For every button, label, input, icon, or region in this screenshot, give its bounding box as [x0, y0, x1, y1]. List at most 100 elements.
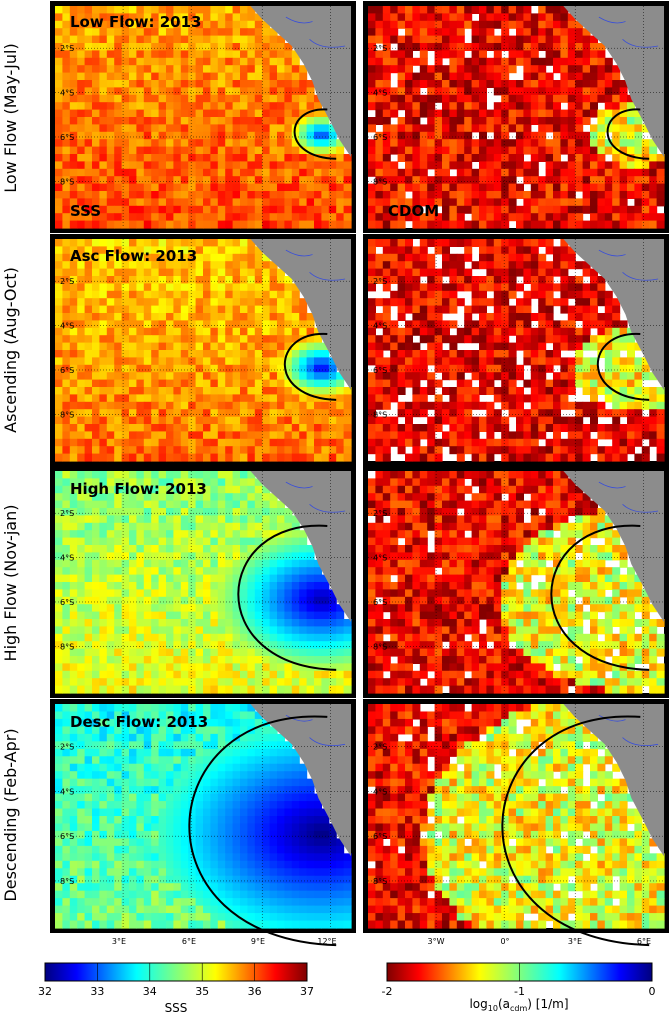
plume-contour — [550, 524, 650, 671]
y-tick-label: 8°S — [60, 410, 74, 419]
map-panels — [50, 1, 669, 947]
plume-contour — [606, 108, 650, 160]
y-tick-label: 4°S — [60, 554, 74, 563]
panel-title-low-flow: Low Flow: 2013 — [70, 13, 201, 31]
river-lines — [598, 714, 659, 746]
row-label-ascending: Ascending (Aug-Oct) — [1, 267, 20, 433]
panel-may-jul-sss — [50, 1, 356, 233]
data-cells — [368, 6, 665, 229]
data-cells — [368, 239, 665, 462]
y-tick-label: 4°S — [60, 787, 74, 796]
grid-lines — [368, 704, 664, 928]
y-tick-label: 6°S — [60, 598, 74, 607]
y-tick-label: 8°S — [60, 177, 74, 186]
sss-colorbar — [44, 962, 308, 982]
river-lines — [285, 714, 346, 746]
river-lines — [285, 481, 346, 513]
river-lines — [598, 481, 659, 513]
panel-feb-apr-sss — [50, 699, 356, 947]
plume-contour — [501, 715, 650, 947]
plume-contour — [237, 524, 337, 671]
land-mass — [563, 704, 664, 857]
x-tick-right-1: 0° — [500, 937, 509, 946]
panel-label-sss: SSS — [70, 202, 101, 220]
y-tick-label: 4°S — [373, 554, 387, 563]
plume-contour — [293, 108, 337, 160]
y-tick-label: 6°S — [373, 366, 387, 375]
y-tick-label: 4°S — [373, 89, 387, 98]
row-label-descending: Descending (Feb-Apr) — [1, 728, 20, 901]
grid-lines — [55, 239, 351, 461]
y-tick-label: 2°S — [60, 44, 74, 53]
panel-aug-oct-sss — [50, 234, 356, 466]
y-tick-label: 8°S — [373, 877, 387, 886]
panel-aug-oct-cdom — [363, 234, 669, 466]
x-tick-left-1: 6°E — [182, 937, 196, 946]
plume-contour — [188, 715, 337, 947]
panel-nov-jan-cdom — [363, 466, 669, 698]
colorbar-tick-label: 0 — [649, 985, 656, 998]
data-cells — [55, 471, 352, 694]
panel-nov-jan-sss — [50, 466, 356, 698]
land-mass — [250, 6, 351, 157]
colorbar-tick-label: 34 — [143, 985, 157, 998]
panel-title-high-flow: High Flow: 2013 — [70, 480, 207, 498]
x-tick-right-2: 3°E — [568, 937, 582, 946]
panel-may-jul-cdom — [363, 1, 669, 233]
y-tick-label: 2°S — [373, 743, 387, 752]
y-tick-label: 6°S — [60, 133, 74, 142]
colorbar-tick-label: 36 — [248, 985, 262, 998]
land-mass — [250, 239, 351, 390]
plume-contour — [596, 333, 650, 401]
data-cells — [55, 6, 352, 229]
y-tick-label: 4°S — [60, 322, 74, 331]
grid-lines — [55, 704, 351, 928]
data-cells — [368, 704, 665, 929]
y-tick-label: 8°S — [60, 642, 74, 651]
y-tick-label: 4°S — [373, 787, 387, 796]
grid-lines — [55, 6, 351, 228]
y-tick-label: 2°S — [60, 743, 74, 752]
y-tick-label: 2°S — [60, 509, 74, 518]
plume-contour — [283, 333, 337, 401]
colorbar-tick-label: 33 — [90, 985, 104, 998]
x-tick-right-3: 6°E — [637, 937, 651, 946]
colorbar-tick-label: 35 — [195, 985, 209, 998]
row-label-high-flow: High Flow (Nov-jan) — [1, 505, 20, 662]
row-label-low-flow: Low Flow (May-Jul) — [1, 43, 20, 192]
river-lines — [285, 16, 346, 48]
colorbar-tick-label: -2 — [382, 985, 393, 998]
y-tick-label: 6°S — [373, 832, 387, 841]
panel-label-cdom: CDOM — [388, 202, 439, 220]
y-tick-label: 6°S — [373, 598, 387, 607]
y-tick-label: 8°S — [373, 642, 387, 651]
colorbar-tick-label: 32 — [38, 985, 52, 998]
x-tick-left-0: 3°E — [112, 937, 126, 946]
land-mass — [250, 704, 351, 857]
grid-lines — [368, 239, 664, 461]
grid-lines — [55, 471, 351, 693]
cdom-colorbar-ticks: -2 -1 0 — [382, 963, 656, 998]
grid-lines — [368, 471, 664, 693]
y-tick-label: 8°S — [60, 877, 74, 886]
data-cells — [368, 471, 665, 694]
y-tick-label: 6°S — [60, 366, 74, 375]
colorbar-tick-label: -1 — [514, 985, 525, 998]
land-mass — [563, 6, 664, 157]
y-tick-label: 2°S — [373, 44, 387, 53]
grid-lines — [368, 6, 664, 228]
river-lines — [598, 249, 659, 281]
y-tick-label: 2°S — [373, 509, 387, 518]
y-tick-label: 8°S — [373, 177, 387, 186]
x-tick-right-0: 3°W — [428, 937, 445, 946]
panel-feb-apr-cdom — [363, 699, 669, 947]
y-tick-label: 4°S — [373, 322, 387, 331]
land-mass — [563, 239, 664, 390]
land-mass — [563, 471, 664, 622]
river-lines — [285, 249, 346, 281]
x-tick-left-3: 12°E — [317, 937, 336, 946]
data-cells — [55, 704, 352, 929]
y-tick-label: 2°S — [60, 277, 74, 286]
panel-title-desc-flow: Desc Flow: 2013 — [70, 713, 208, 731]
